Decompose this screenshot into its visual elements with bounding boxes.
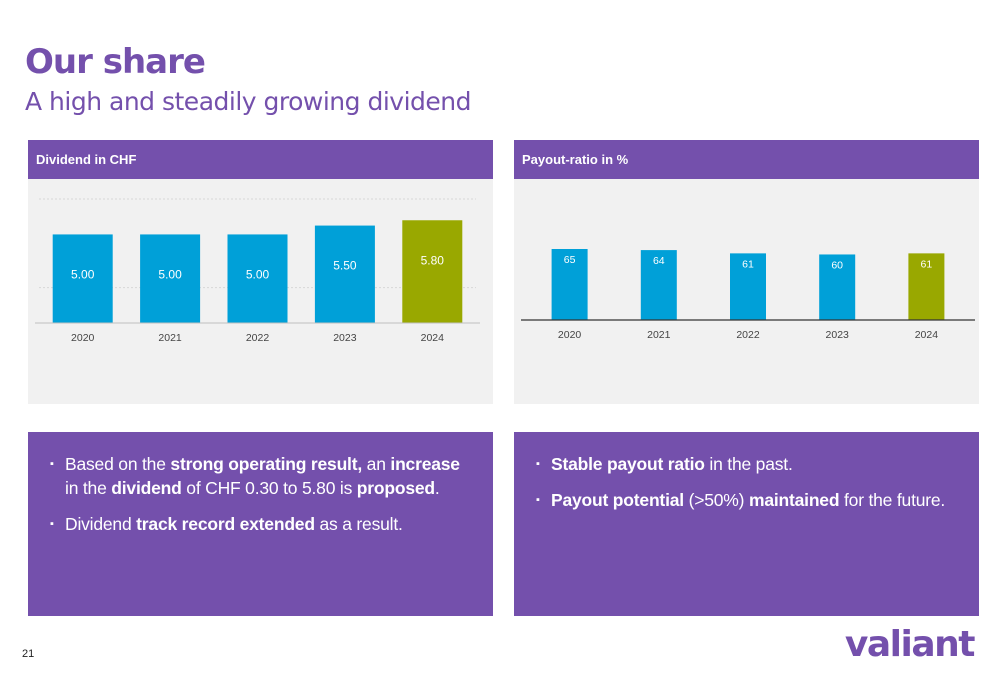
bar [730, 253, 766, 320]
page-title: Our share [25, 42, 206, 82]
bullet-text: . [434, 478, 440, 498]
bullet-text: of CHF 0.30 to 5.80 is [181, 478, 357, 498]
valiant-logo: valiant [844, 624, 976, 665]
x-tick-label: 2020 [558, 329, 582, 341]
dividend-bullet-list: ▪ Based on the strong operating result, a… [50, 452, 465, 536]
bullet-emphasis: proposed [356, 478, 435, 498]
bullet-marker-icon: ▪ [536, 458, 540, 470]
bar-value-label: 5.00 [71, 267, 95, 281]
dividend-chart-title: Dividend in CHF [28, 140, 493, 179]
bullet-emphasis: Stable payout ratio [551, 454, 705, 474]
payout-bullet-list: ▪ Stable payout ratio in the past. ▪ Payout… [536, 452, 951, 512]
bullet-text: in the [65, 478, 112, 498]
dividend-chart-panel: Dividend in CHF 5.00 2020 5.00 2021 5.00 2022… [28, 140, 493, 404]
bullet-text: Based on the [65, 454, 171, 474]
payout-chart-panel: Payout-ratio in % 65 2020 64 2021 61 2022 60 20… [514, 140, 979, 404]
bar [551, 249, 588, 320]
bullet-emphasis: dividend [111, 478, 182, 498]
bar-value-label: 60 [831, 259, 843, 271]
bar-value-label: 5.00 [158, 267, 182, 281]
bar [52, 234, 113, 323]
bar [640, 250, 677, 320]
bullet-emphasis: strong operating result, [170, 454, 363, 474]
bullet-emphasis: increase [390, 454, 460, 474]
bullet-text: Dividend [65, 514, 137, 534]
dividend-chart: 5.00 2020 5.00 2021 5.00 2022 5.50 2023 5.80 2024 [35, 198, 480, 344]
bar-value-label: 64 [653, 255, 665, 267]
page-subtitle: A high and steadily growing dividend [25, 87, 471, 116]
bullet-emphasis: Payout potential [551, 490, 684, 510]
page-number: 21 [22, 648, 35, 660]
payout-bullet: ▪ Stable payout ratio in the past. [536, 452, 951, 476]
x-tick-label: 2022 [246, 332, 270, 344]
bar-value-label: 61 [742, 258, 754, 270]
payout-chart: 65 2020 64 2021 61 2022 60 2023 61 2024 [521, 249, 975, 341]
dividend-bullet: ▪ Dividend track record extended as a res… [50, 512, 465, 536]
bullet-text: (>50%) [683, 490, 749, 510]
x-tick-label: 2021 [158, 332, 182, 344]
bullet-text: for the future. [839, 490, 946, 510]
bullet-marker-icon: ▪ [536, 494, 540, 506]
dividend-commentary-box: ▪ Based on the strong operating result, a… [28, 432, 493, 616]
payout-commentary-box: ▪ Stable payout ratio in the past. ▪ Payout… [514, 432, 979, 616]
x-tick-label: 2024 [915, 329, 939, 341]
bar [908, 253, 945, 320]
bar [402, 220, 463, 323]
x-tick-label: 2021 [647, 329, 671, 341]
payout-chart-title: Payout-ratio in % [514, 140, 979, 179]
x-tick-label: 2023 [826, 329, 850, 341]
bullet-text: an [362, 454, 391, 474]
x-tick-label: 2022 [736, 329, 760, 341]
x-tick-label: 2023 [333, 332, 357, 344]
payout-bullet: ▪ Payout potential (>50%) maintained for … [536, 488, 951, 512]
bar [227, 234, 288, 323]
bar [140, 234, 201, 323]
bar [314, 225, 375, 323]
bullet-text: in the past. [704, 454, 793, 474]
bullet-text: as a result. [314, 514, 403, 534]
bar [819, 254, 856, 320]
x-tick-label: 2020 [71, 332, 95, 344]
bullet-marker-icon: ▪ [50, 458, 54, 470]
bar-value-label: 5.80 [421, 253, 445, 267]
bullet-marker-icon: ▪ [50, 518, 54, 530]
bar-value-label: 5.00 [246, 267, 270, 281]
dividend-bullet: ▪ Based on the strong operating result, a… [50, 452, 465, 500]
bar-value-label: 5.50 [333, 259, 357, 273]
bullet-emphasis: track record extended [136, 514, 315, 534]
bullet-emphasis: maintained [748, 490, 840, 510]
x-tick-label: 2024 [421, 332, 445, 344]
bar-value-label: 61 [921, 258, 933, 270]
bar-value-label: 65 [564, 254, 576, 266]
